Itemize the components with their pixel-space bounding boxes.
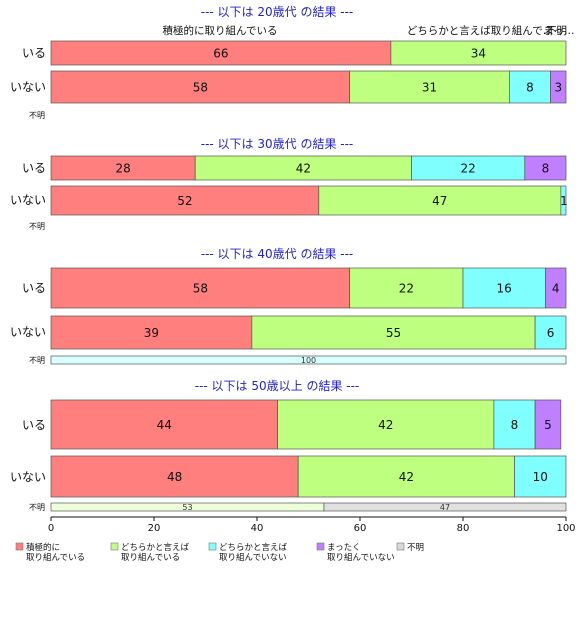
data-label: 8 bbox=[542, 162, 550, 176]
data-label: 34 bbox=[471, 47, 486, 61]
bar-segment bbox=[323, 502, 567, 512]
data-label: 52 bbox=[177, 194, 192, 208]
data-label: 48 bbox=[167, 470, 182, 484]
data-label: 3 bbox=[554, 81, 562, 95]
bar-segment bbox=[277, 399, 495, 450]
legend-label: 取り組んでいない bbox=[219, 552, 287, 563]
legend-label: 取り組んでいる bbox=[26, 552, 85, 563]
data-label: 22 bbox=[399, 282, 414, 296]
top-column-label: どちらかと言えば取り組んで… bbox=[407, 24, 553, 37]
x-tick-label: 60 bbox=[354, 523, 367, 534]
data-label: 22 bbox=[461, 162, 476, 176]
panel-title: --- 以下は 50歳以上 の結果 --- bbox=[195, 379, 360, 393]
bar-segment bbox=[318, 185, 562, 216]
bar-segment bbox=[50, 355, 567, 365]
legend-label: まったく bbox=[327, 543, 361, 553]
row-label: いる bbox=[22, 418, 46, 432]
legend-label: 不明 bbox=[407, 543, 424, 553]
row-label: いる bbox=[22, 161, 46, 175]
row-label: 不明 bbox=[29, 503, 45, 512]
data-label: 4 bbox=[552, 282, 560, 296]
panel-title: --- 以下は 40歳代 の結果 --- bbox=[201, 247, 354, 261]
data-label: 42 bbox=[399, 470, 414, 484]
legend-swatch bbox=[208, 542, 217, 551]
x-tick-label: 80 bbox=[457, 523, 470, 534]
bar-segment bbox=[50, 455, 299, 498]
data-label: 6 bbox=[547, 326, 555, 340]
bar-segment bbox=[545, 267, 567, 309]
data-label: 55 bbox=[386, 326, 401, 340]
data-label: 39 bbox=[144, 326, 159, 340]
bar-segment bbox=[534, 399, 562, 450]
row-label: いない bbox=[10, 325, 46, 339]
legend-swatch bbox=[396, 542, 405, 551]
x-tick-label: 100 bbox=[556, 523, 575, 534]
legend-swatch bbox=[110, 542, 119, 551]
data-label: 28 bbox=[115, 162, 130, 176]
legend-label: 取り組んでいない bbox=[327, 552, 395, 563]
top-column-label: 積極的に取り組んでいる bbox=[163, 24, 278, 37]
data-label: 42 bbox=[378, 418, 393, 432]
row-label: 不明 bbox=[29, 222, 45, 231]
bar-segment bbox=[550, 70, 567, 104]
x-tick-label: 20 bbox=[148, 523, 161, 534]
bar-segment bbox=[251, 315, 536, 350]
data-label: 47 bbox=[440, 503, 450, 512]
x-tick-label: 40 bbox=[251, 523, 264, 534]
data-label: 16 bbox=[497, 282, 512, 296]
bar-segment bbox=[50, 399, 278, 450]
row-label: いない bbox=[10, 193, 46, 207]
legend-swatch bbox=[15, 542, 24, 551]
data-label: 10 bbox=[533, 470, 548, 484]
data-label: 100 bbox=[301, 356, 316, 365]
data-label: 53 bbox=[182, 503, 192, 512]
data-label: 42 bbox=[296, 162, 311, 176]
legend-label: 取り組んでいる bbox=[121, 552, 180, 563]
bar-segment bbox=[349, 267, 464, 309]
bar-segment bbox=[560, 185, 567, 216]
row-label: いない bbox=[10, 80, 46, 94]
legend-label: どちらかと言えば bbox=[219, 542, 288, 553]
bar-segment bbox=[462, 267, 546, 309]
bar-segment bbox=[50, 267, 351, 309]
top-column-label: 不明 bbox=[546, 25, 567, 37]
bar-segment bbox=[524, 155, 567, 181]
data-label: 44 bbox=[157, 418, 172, 432]
row-label: 不明 bbox=[29, 356, 45, 365]
panel-title: --- 以下は 20歳代 の結果 --- bbox=[201, 5, 354, 19]
data-label: 58 bbox=[193, 81, 208, 95]
bar-segment bbox=[390, 40, 567, 66]
bar-segment bbox=[509, 70, 551, 104]
data-label: 58 bbox=[193, 282, 208, 296]
row-label: いる bbox=[22, 46, 46, 60]
data-label: 8 bbox=[511, 418, 519, 432]
bar-segment bbox=[534, 315, 567, 350]
data-label: 8 bbox=[526, 81, 534, 95]
bar-segment bbox=[297, 455, 515, 498]
bar-segment bbox=[50, 185, 320, 216]
x-tick-label: 0 bbox=[48, 523, 54, 534]
row-label: いる bbox=[22, 281, 46, 295]
bar-segment bbox=[194, 155, 412, 181]
top-column-label: まっ… bbox=[543, 25, 574, 37]
bar-segment bbox=[50, 155, 196, 181]
bar-segment bbox=[514, 455, 567, 498]
legend-label: 積極的に bbox=[26, 542, 60, 553]
data-label: 31 bbox=[422, 81, 437, 95]
bar-segment bbox=[493, 399, 536, 450]
panel-title: --- 以下は 30歳代 の結果 --- bbox=[201, 137, 354, 151]
legend-label: どちらかと言えば bbox=[121, 542, 190, 553]
data-label: 1 bbox=[560, 194, 568, 208]
data-label: 5 bbox=[544, 418, 552, 432]
legend-swatch bbox=[316, 542, 325, 551]
row-label: いない bbox=[10, 470, 46, 484]
data-label: 66 bbox=[213, 47, 228, 61]
bar-segment bbox=[411, 155, 526, 181]
bar-segment bbox=[50, 315, 253, 350]
row-label: 不明 bbox=[29, 111, 45, 120]
data-label: 47 bbox=[432, 194, 447, 208]
